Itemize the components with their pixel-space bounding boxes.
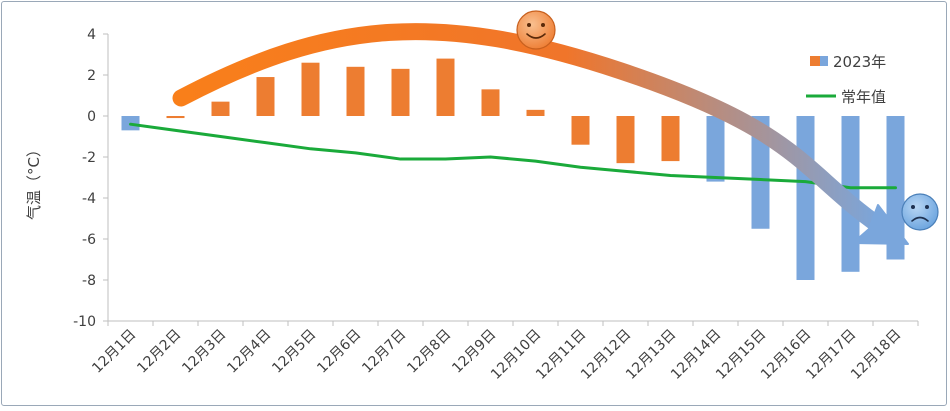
- bar-8: [436, 58, 455, 116]
- x-tick-label: 12月4日: [224, 327, 274, 377]
- bar-13: [661, 116, 680, 162]
- y-tick-label: -6: [82, 232, 96, 248]
- bar-7: [391, 68, 410, 116]
- bar-2: [166, 116, 185, 119]
- trend-arrow-shaft: [172, 23, 890, 236]
- sad-face-icon: [901, 193, 939, 231]
- x-tick-label: 12月8日: [404, 327, 454, 377]
- bar-9: [481, 89, 500, 116]
- bar-12: [616, 116, 635, 164]
- x-tick-label: 12月1日: [89, 327, 139, 377]
- legend-label-normal: 常年值: [841, 88, 886, 106]
- trend-arrow-head: [852, 204, 909, 245]
- bar-6: [346, 66, 365, 116]
- bar-4: [256, 77, 275, 116]
- happy-face-icon: [516, 10, 556, 50]
- legend: 2023年 常年值: [806, 53, 886, 106]
- normal-temperature-line: [129, 122, 897, 190]
- bar-10: [526, 109, 545, 116]
- y-tick-label: 4: [87, 27, 96, 43]
- x-tick-label: 12月5日: [269, 327, 319, 377]
- x-tick-label: 12月3日: [179, 327, 229, 377]
- y-axis-title: 气温（°C）: [25, 142, 43, 220]
- y-tick-label: 2: [87, 68, 96, 84]
- legend-swatch-2023-blue: [820, 56, 828, 66]
- y-tick-label: 0: [87, 109, 96, 125]
- y-tick-label: -4: [82, 191, 96, 207]
- bar-3: [211, 101, 230, 116]
- y-tick-label: -10: [73, 314, 96, 330]
- bar-11: [571, 116, 590, 145]
- legend-swatch-2023: [810, 56, 820, 66]
- x-tick-label: 12月6日: [314, 327, 364, 377]
- x-tick-label: 12月7日: [359, 327, 409, 377]
- x-tick-label: 12月2日: [134, 327, 184, 377]
- y-tick-label: -2: [82, 150, 96, 166]
- bar-16: [796, 116, 815, 280]
- bar-5: [301, 62, 320, 116]
- y-tick-label: -8: [82, 273, 96, 289]
- bar-14: [706, 116, 725, 182]
- legend-label-2023: 2023年: [833, 53, 886, 71]
